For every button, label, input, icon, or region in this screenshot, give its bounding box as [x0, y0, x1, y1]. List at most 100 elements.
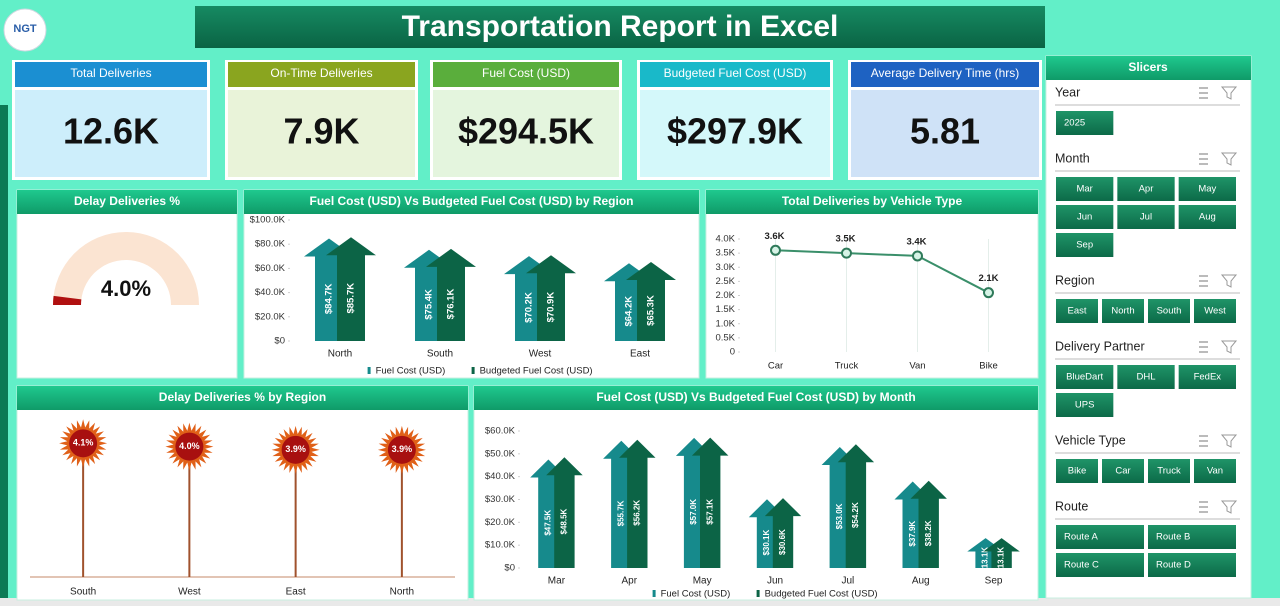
kpi-label: On-Time Deliveries — [270, 66, 372, 80]
x-tick-label: Aug — [912, 576, 930, 587]
slicer-button[interactable] — [1178, 205, 1236, 229]
kpi-label: Total Deliveries — [70, 66, 151, 80]
sheet-tabs — [0, 598, 1280, 606]
kpi-label: Average Delivery Time (hrs) — [871, 66, 1020, 80]
slicer-button[interactable] — [1148, 459, 1190, 483]
slicer-button[interactable] — [1194, 459, 1236, 483]
marker-core — [387, 435, 416, 464]
y-tick-label: 2.5K — [715, 276, 735, 287]
x-tick-label: West — [529, 349, 552, 360]
slicer-item: Aug — [1199, 212, 1216, 223]
y-tick-label: $40.0K — [485, 471, 516, 482]
side-strip — [0, 105, 8, 600]
kpi-body — [433, 90, 619, 177]
slicer-item: East — [1067, 306, 1086, 317]
value-label: 3.6K — [764, 231, 784, 242]
slicer-button[interactable] — [1056, 111, 1114, 135]
gauge-label: 4.0% — [101, 276, 151, 301]
slicer-button[interactable] — [1056, 205, 1114, 229]
slicer-item: South — [1157, 306, 1182, 317]
bar — [691, 437, 729, 568]
y-tick-label: 3.5K — [715, 248, 735, 259]
slicer-item: Sep — [1076, 240, 1093, 251]
slicer-button[interactable] — [1148, 299, 1190, 323]
slicer-button[interactable] — [1148, 553, 1236, 577]
slicer-item: DHL — [1136, 372, 1155, 383]
value-label: $76.1K — [445, 289, 456, 320]
slicer-button[interactable] — [1117, 205, 1175, 229]
chart-header — [17, 190, 237, 214]
slicer-button[interactable] — [1178, 365, 1236, 389]
value-label: $47.5K — [543, 510, 552, 536]
x-tick-label: North — [390, 587, 414, 598]
kpi-body — [228, 90, 415, 177]
slicer-button[interactable] — [1056, 177, 1114, 201]
chart-header — [474, 386, 1038, 410]
bar — [426, 248, 476, 341]
slicer-button[interactable] — [1117, 177, 1175, 201]
y-tick-label: $20.0K — [485, 517, 516, 528]
y-tick-label: $20.0K — [255, 311, 286, 322]
slicer-button[interactable] — [1102, 459, 1144, 483]
kpi-label: Budgeted Fuel Cost (USD) — [664, 66, 807, 80]
x-tick-label: East — [286, 587, 306, 598]
kpi-value: 7.9K — [283, 111, 359, 152]
value-label: 3.9% — [392, 444, 413, 454]
value-label: $53.0K — [835, 503, 844, 529]
slicer-item: Jun — [1077, 212, 1092, 223]
x-tick-label: Jun — [767, 576, 783, 587]
value-label: $48.5K — [560, 508, 569, 534]
value-label: $70.9K — [546, 292, 557, 323]
x-tick-label: Apr — [622, 576, 638, 587]
slicer-name: Vehicle Type — [1055, 433, 1126, 447]
bar — [526, 255, 576, 341]
legend-label: Budgeted Fuel Cost (USD) — [765, 589, 878, 600]
y-tick-label: $60.0K — [485, 426, 516, 437]
bar — [619, 439, 656, 568]
slicer-button[interactable] — [1056, 553, 1144, 577]
slicer-button[interactable] — [1056, 233, 1114, 257]
gauge-track — [53, 232, 199, 305]
slicer-button[interactable] — [1056, 459, 1098, 483]
value-label: 3.9% — [285, 444, 306, 454]
value-label: $57.0K — [689, 499, 698, 525]
kpi-header — [640, 62, 830, 87]
y-tick-label: 4.0K — [715, 234, 735, 245]
slicer-button[interactable] — [1102, 299, 1144, 323]
slicer-item: Car — [1115, 466, 1130, 477]
slicer-button[interactable] — [1117, 365, 1175, 389]
chart-title: Delay Deliveries % by Region — [159, 390, 326, 404]
x-tick-label: South — [70, 587, 96, 598]
slicer-item: FedEx — [1194, 372, 1222, 383]
slicer-button[interactable] — [1056, 365, 1114, 389]
bar — [764, 498, 802, 568]
y-tick-label: $100.0K — [250, 215, 286, 226]
y-tick-label: $40.0K — [255, 287, 286, 298]
y-tick-label: $50.0K — [485, 448, 516, 459]
x-tick-label: Bike — [979, 361, 997, 372]
slicer-item: Route C — [1064, 560, 1099, 571]
chart-header — [17, 386, 468, 410]
filter-icon — [1220, 340, 1238, 354]
value-label: $65.3K — [646, 295, 657, 326]
x-tick-label: South — [427, 349, 453, 360]
slicer-button[interactable] — [1148, 525, 1236, 549]
slicer-name: Month — [1055, 151, 1090, 165]
kpi-body — [15, 90, 207, 177]
kpi-value: 12.6K — [63, 111, 159, 152]
chart-title: Fuel Cost (USD) Vs Budgeted Fuel Cost (U… — [596, 390, 915, 404]
value-label: $38.2K — [924, 520, 933, 546]
slicer-button[interactable] — [1194, 299, 1236, 323]
slicer-button[interactable] — [1056, 299, 1098, 323]
value-label: $64.2K — [623, 296, 634, 327]
slicer-button[interactable] — [1056, 393, 1114, 417]
value-label: $70.2K — [524, 292, 535, 323]
y-tick-label: 2.0K — [715, 290, 735, 301]
slicer-button[interactable] — [1178, 177, 1236, 201]
chart-header — [706, 190, 1038, 214]
slicer-name: Route — [1055, 499, 1088, 513]
chart-title: Delay Deliveries % — [74, 194, 180, 208]
value-label: $84.7K — [323, 283, 334, 314]
slicer-button[interactable] — [1056, 525, 1144, 549]
